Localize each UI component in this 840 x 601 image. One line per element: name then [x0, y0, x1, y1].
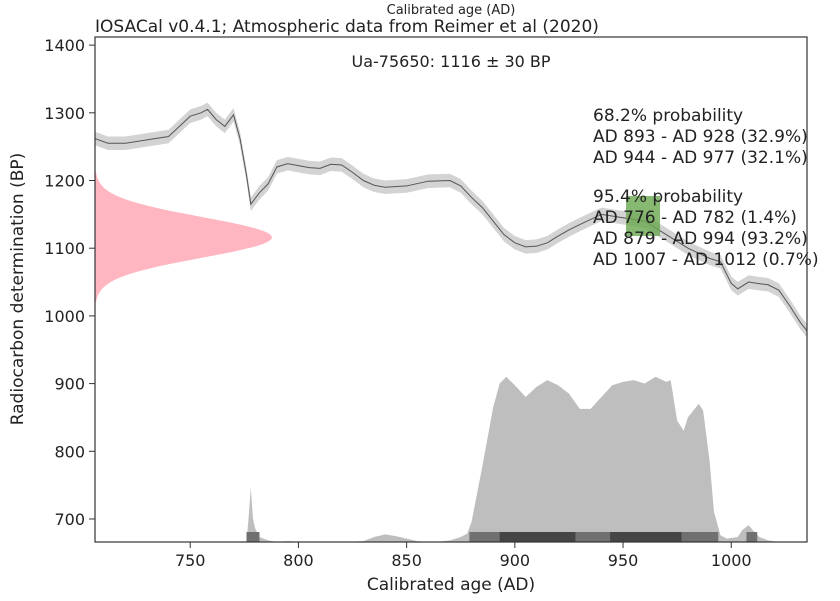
- x-axis: 750 800 850 900 950 1000: [175, 542, 752, 570]
- y-tick-label: 900: [54, 375, 85, 394]
- y-tick-label: 1100: [44, 239, 85, 258]
- p95-line: AD 776 - AD 782 (1.4%): [593, 208, 797, 228]
- plot-area: [95, 102, 807, 542]
- x-tick-label: 800: [283, 551, 314, 570]
- y-axis: 700 800 900 1000 1100 1200 1300 1400: [44, 36, 95, 529]
- y-tick-label: 700: [54, 510, 85, 529]
- p68-line: AD 944 - AD 977 (32.1%): [593, 148, 808, 168]
- x-tick-label: 1000: [711, 551, 752, 570]
- y-tick-label: 1400: [44, 36, 85, 55]
- p95-title: 95.4% probability: [593, 187, 743, 207]
- probability-band-95-4: [469, 532, 719, 542]
- chart-title: IOSACal v0.4.1; Atmospheric data from Re…: [95, 17, 599, 37]
- calibration-curve-line: [95, 108, 807, 332]
- summary-text: 68.2% probability AD 893 - AD 928 (32.9%…: [593, 106, 819, 270]
- top-axis: Calibrated age (AD): [387, 3, 516, 18]
- p95-line: AD 1007 - AD 1012 (0.7%): [593, 250, 819, 270]
- highlight-box: [626, 196, 660, 236]
- y-tick-label: 1200: [44, 172, 85, 191]
- p68-line: AD 893 - AD 928 (32.9%): [593, 127, 808, 147]
- x-tick-label: 750: [175, 551, 206, 570]
- radiocarbon-determination-curve: [95, 172, 272, 303]
- probability-band-68-2: [610, 532, 682, 542]
- y-tick-label: 800: [54, 442, 85, 461]
- probability-band-95-4: [746, 532, 758, 542]
- probability-band-68-2: [499, 532, 576, 542]
- sample-label: Ua-75650: 1116 ± 30 BP: [351, 52, 550, 71]
- plot-frame: [94, 36, 808, 543]
- p68-title: 68.2% probability: [593, 106, 743, 126]
- x-tick-label: 900: [500, 551, 531, 570]
- probability-band-95-4: [246, 532, 260, 542]
- y-tick-label: 1300: [44, 104, 85, 123]
- x-axis-label: Calibrated age (AD): [367, 575, 535, 595]
- y-axis-label: Radiocarbon determination (BP): [8, 153, 28, 426]
- x-tick-label: 850: [391, 551, 422, 570]
- y-tick-label: 1000: [44, 307, 85, 326]
- calibrated-distribution-area: [246, 376, 779, 542]
- x-tick-label: 950: [608, 551, 639, 570]
- top-axis-label: Calibrated age (AD): [387, 3, 516, 18]
- p95-line: AD 879 - AD 994 (93.2%): [593, 229, 808, 249]
